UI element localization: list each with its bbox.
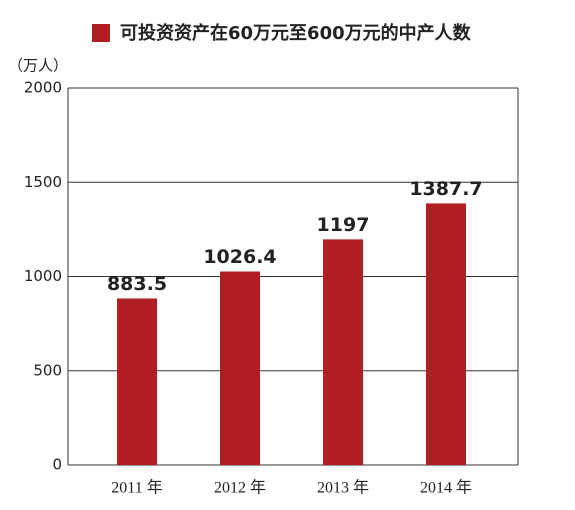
legend-swatch (92, 24, 110, 42)
y-tick-label: 1500 (24, 173, 62, 191)
bar (426, 203, 466, 465)
bar (220, 271, 260, 465)
y-tick-label: 0 (52, 456, 62, 474)
legend-label: 可投资资产在60万元至600万元的中产人数 (120, 22, 472, 44)
value-label: 1026.4 (203, 246, 276, 268)
y-axis-label: （万人） (8, 57, 68, 75)
value-label: 1197 (317, 214, 370, 236)
x-tick-label: 2013 年 (317, 479, 369, 497)
bar (117, 298, 157, 465)
y-tick-label: 500 (33, 361, 62, 379)
y-tick-label: 2000 (24, 79, 62, 97)
x-tick-label: 2012 年 (214, 479, 266, 497)
bar (323, 239, 363, 465)
x-tick-label: 2011 年 (111, 479, 162, 497)
value-label: 1387.7 (409, 178, 482, 200)
y-tick-label: 1000 (24, 267, 62, 285)
x-tick-label: 2014 年 (420, 479, 472, 497)
value-label: 883.5 (107, 273, 167, 295)
